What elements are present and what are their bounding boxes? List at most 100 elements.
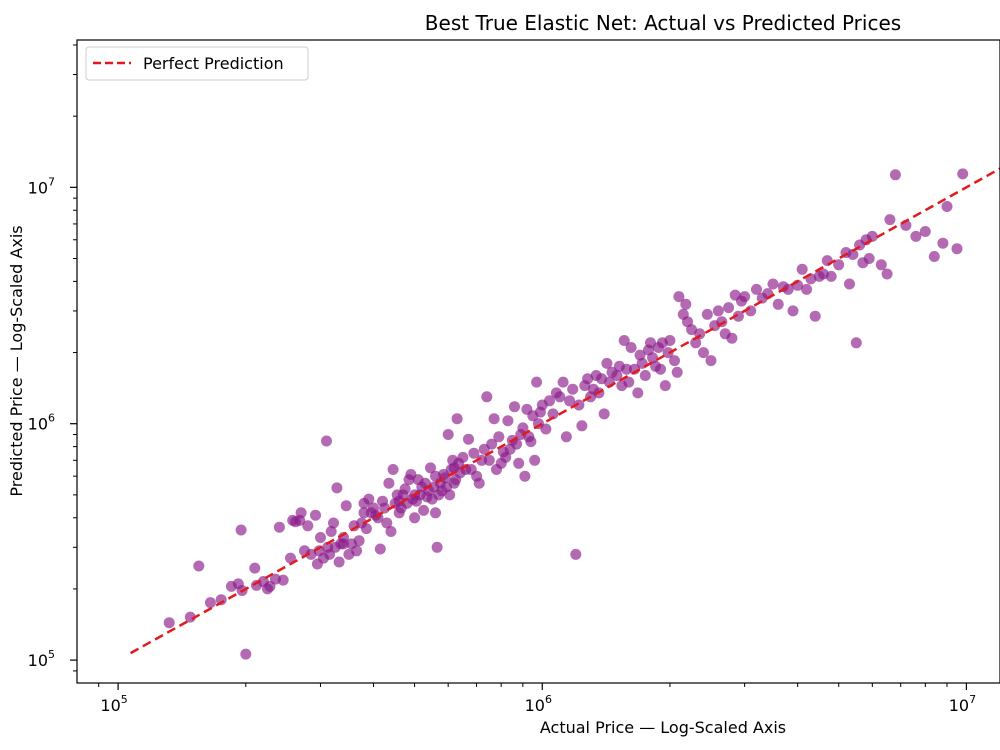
data-point	[547, 408, 559, 420]
legend: Perfect Prediction	[85, 46, 309, 81]
data-point	[430, 507, 441, 519]
x-tick-label: 106	[525, 693, 552, 715]
data-point	[425, 462, 436, 474]
data-point	[430, 470, 441, 482]
x-tick-label: 105	[100, 693, 127, 715]
data-point	[701, 308, 713, 320]
data-point	[645, 337, 656, 349]
data-point	[659, 380, 671, 392]
data-point	[910, 230, 922, 242]
data-point	[418, 504, 430, 516]
data-point	[767, 278, 779, 290]
data-point	[360, 523, 372, 535]
data-point	[601, 357, 613, 369]
data-point	[809, 310, 821, 322]
data-point	[623, 376, 635, 388]
data-point	[889, 169, 901, 181]
y-tick-label: 107	[28, 175, 55, 197]
legend-box	[85, 46, 309, 81]
data-point	[328, 517, 339, 529]
data-point	[881, 268, 893, 280]
data-point	[468, 447, 480, 459]
data-point	[576, 420, 588, 432]
data-point	[383, 477, 395, 489]
y-tick-label: 105	[28, 648, 55, 670]
data-point	[488, 413, 500, 425]
data-point	[374, 543, 386, 555]
data-point	[431, 541, 443, 553]
data-point	[723, 302, 735, 314]
data-point	[639, 370, 651, 381]
data-point	[634, 349, 646, 361]
data-point	[782, 283, 794, 295]
data-point	[544, 395, 555, 407]
y-axis-ticks: 105 106 107	[28, 44, 77, 672]
data-point	[333, 556, 345, 568]
data-point	[486, 438, 498, 450]
data-point	[358, 507, 370, 519]
perfect-prediction-dashed-line	[129, 167, 1000, 655]
data-point	[787, 305, 799, 317]
data-point	[457, 451, 469, 463]
x-axis-ticks: 105 106 107	[98, 683, 976, 715]
data-point	[951, 243, 963, 255]
data-point	[772, 298, 784, 310]
data-point	[673, 291, 685, 303]
data-point	[340, 500, 352, 512]
data-point	[240, 648, 252, 660]
data-point	[821, 255, 833, 267]
data-point	[582, 373, 594, 385]
data-point	[850, 337, 862, 349]
data-point	[315, 532, 326, 543]
data-point	[833, 259, 845, 271]
data-point	[442, 429, 454, 440]
data-point	[517, 422, 529, 434]
data-point	[463, 433, 474, 445]
data-point	[363, 493, 375, 505]
data-points	[163, 168, 969, 660]
data-point	[690, 337, 702, 349]
data-point	[305, 548, 317, 560]
data-point	[353, 535, 365, 547]
data-point	[919, 226, 931, 237]
data-point	[519, 470, 531, 482]
data-point	[941, 201, 953, 212]
data-point	[567, 383, 579, 395]
y-axis-label: Predicted Price — Log-Scaled Axis	[7, 225, 26, 496]
data-point	[525, 436, 537, 448]
data-point	[511, 438, 523, 450]
data-point	[325, 526, 337, 537]
data-point	[847, 249, 859, 260]
data-point	[379, 502, 391, 514]
data-point	[928, 251, 940, 262]
data-point	[540, 423, 552, 435]
data-point	[664, 335, 676, 346]
data-point	[273, 521, 285, 533]
data-point	[448, 462, 460, 474]
data-point	[573, 399, 585, 411]
data-point	[564, 395, 576, 407]
data-point	[351, 545, 363, 557]
data-point	[884, 214, 896, 226]
x-tick-label: 107	[949, 693, 976, 715]
data-point	[570, 548, 582, 560]
data-point	[529, 454, 541, 466]
data-point	[844, 278, 855, 290]
data-point	[698, 347, 709, 359]
data-point	[647, 352, 659, 364]
data-point	[796, 263, 808, 275]
data-point	[726, 332, 738, 344]
data-point	[381, 517, 393, 529]
data-point	[618, 335, 630, 346]
data-point	[204, 597, 216, 609]
data-point	[451, 413, 463, 425]
data-point	[184, 611, 196, 623]
data-point	[321, 435, 332, 447]
chart-title: Best True Elastic Net: Actual vs Predict…	[425, 11, 901, 35]
data-point	[671, 366, 683, 378]
data-point	[825, 270, 837, 282]
data-point	[509, 401, 520, 413]
data-point	[554, 391, 566, 403]
data-point	[295, 507, 307, 519]
